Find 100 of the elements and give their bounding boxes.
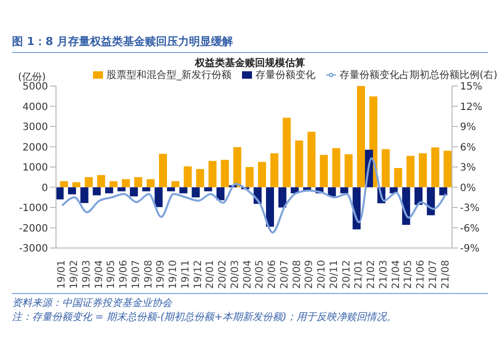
y2-tick-label: 15% <box>460 82 482 93</box>
bar <box>394 168 402 188</box>
bar <box>431 147 440 188</box>
y2-tick-label: 3% <box>460 162 476 174</box>
chart-title: 图 1：8 月存量权益类基金赎回压力明显缓解 <box>12 34 488 53</box>
bar <box>233 147 242 188</box>
x-tick-label: 20/10 <box>316 260 328 289</box>
y-tick-label: -3000 <box>18 244 48 255</box>
legend-label: 存量份额变化占期初总份额比例(右) <box>340 70 498 81</box>
text: 资料来源：中国证券投资基金业协会 <box>12 296 172 310</box>
y2-tick-label: 0% <box>460 182 476 194</box>
bar <box>56 187 64 200</box>
bar <box>439 187 448 196</box>
x-tick-label: 19/03 <box>81 260 92 289</box>
bar <box>344 154 353 188</box>
text: 注：存量份额变化 = 期末总份额-(期初总份额+本期新发份额)；用于反映净赎回情况。 <box>12 310 397 324</box>
x-tick-label: 21/08 <box>440 260 452 289</box>
bar <box>122 179 130 188</box>
x-tick-label: 20/09 <box>304 260 316 289</box>
y-tick-label: 5000 <box>22 82 48 93</box>
bar <box>92 187 101 196</box>
bar <box>204 187 212 192</box>
y-tick-label: 0 <box>42 182 48 194</box>
bar <box>80 187 88 204</box>
y-tick-label: -1000 <box>18 203 48 214</box>
bar <box>426 187 435 216</box>
bar <box>72 182 80 188</box>
bar <box>208 160 216 188</box>
bar <box>118 187 126 192</box>
bar <box>97 175 106 188</box>
bar <box>266 187 274 227</box>
bar <box>382 149 390 188</box>
bar <box>142 187 150 192</box>
x-tick-label: 19/09 <box>156 260 167 289</box>
x-tick-label: 19/10 <box>168 260 180 289</box>
y2-tick-label: 12% <box>460 102 482 113</box>
x-tick-label: 21/07 <box>428 260 439 289</box>
y-tick-label: 3000 <box>22 122 48 134</box>
y2-tick-label: -9% <box>460 244 480 255</box>
y-tick-label: 1000 <box>22 162 48 174</box>
x-tick-label: 19/02 <box>69 260 80 289</box>
bar <box>179 187 188 194</box>
bar <box>130 187 138 196</box>
bar <box>60 181 68 188</box>
y-tick-label: 4000 <box>22 102 48 113</box>
legend-label: 股票型和混合型_新发行份额 <box>106 70 232 81</box>
x-tick-label: 20/01 <box>205 260 216 289</box>
bar <box>357 86 365 188</box>
x-tick-label: 21/03 <box>378 260 390 289</box>
bar <box>220 160 229 188</box>
y-tick-label: -2000 <box>18 223 48 234</box>
bar <box>154 187 163 208</box>
bar <box>418 153 427 188</box>
bar <box>328 187 336 196</box>
bar <box>308 132 316 188</box>
bar <box>105 187 114 194</box>
bar <box>159 154 167 188</box>
bar <box>110 181 118 188</box>
bar <box>258 162 266 188</box>
bar <box>196 169 204 188</box>
x-tick-label: 19/06 <box>118 260 130 289</box>
bar <box>278 187 286 208</box>
x-tick-label: 20/07 <box>279 260 290 289</box>
bar <box>320 154 328 188</box>
bar <box>171 181 180 188</box>
bar <box>167 187 175 192</box>
x-tick-label: 19/05 <box>106 260 118 289</box>
y2-tick-label: -3% <box>460 203 480 214</box>
x-tick-label: 21/05 <box>403 260 414 289</box>
bar <box>192 187 200 198</box>
bar <box>295 140 304 188</box>
bar <box>282 118 291 188</box>
bar <box>444 150 452 188</box>
x-tick-label: 20/04 <box>242 260 254 289</box>
bar <box>270 153 278 188</box>
legend-label: 存量份额变化 <box>256 70 316 81</box>
x-tick-label: 19/08 <box>143 260 154 289</box>
x-tick-label: 20/05 <box>254 260 266 289</box>
bar <box>134 177 142 188</box>
x-tick-label: 20/08 <box>292 260 303 289</box>
y2-tick-label: 6% <box>460 142 476 154</box>
x-tick-label: 20/03 <box>230 260 241 289</box>
x-tick-label: 21/06 <box>416 260 427 289</box>
bar <box>184 166 192 188</box>
bar <box>332 148 340 188</box>
bar <box>414 187 422 205</box>
x-tick-label: 19/11 <box>180 260 192 289</box>
bar <box>146 179 155 188</box>
x-tick-label: 21/04 <box>390 260 402 289</box>
x-tick-label: 20/11 <box>328 260 340 289</box>
x-tick-label: 19/07 <box>130 260 142 289</box>
y-axis-title: (亿份) <box>18 71 46 83</box>
bar <box>246 167 254 188</box>
x-tick-label: 20/12 <box>341 260 352 289</box>
x-tick-label: 21/02 <box>366 260 378 289</box>
bar <box>84 177 93 188</box>
bar <box>406 156 414 188</box>
x-tick-label: 20/06 <box>267 260 278 289</box>
bar <box>216 187 224 200</box>
y2-tick-label: -6% <box>460 223 480 234</box>
